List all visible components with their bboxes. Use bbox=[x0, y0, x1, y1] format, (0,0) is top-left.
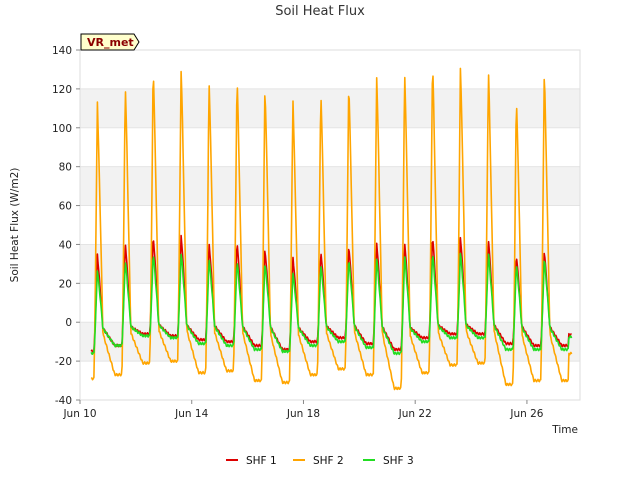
badge-shape bbox=[80, 33, 140, 51]
data-lines bbox=[90, 67, 573, 391]
grid-band bbox=[80, 244, 580, 284]
y-tick-label: 140 bbox=[52, 45, 72, 57]
plot-area bbox=[79, 49, 581, 401]
legend-label: SHF 1 bbox=[246, 455, 277, 467]
y-tick-label: 100 bbox=[52, 123, 72, 135]
y-axis-ticks: -40 -20 0 20 40 60 80 100 120 140 bbox=[52, 45, 80, 407]
series-line-shf-3 bbox=[90, 252, 573, 356]
grid-band bbox=[80, 127, 580, 167]
y-tick-label: 20 bbox=[59, 278, 72, 290]
x-tick-label: Jun 22 bbox=[398, 408, 432, 420]
y-tick-label: 60 bbox=[59, 201, 72, 213]
y-tick-label: 40 bbox=[59, 239, 72, 251]
chart-title: Soil Heat Flux bbox=[275, 4, 365, 19]
grid-band bbox=[80, 283, 580, 323]
y-tick-label: 80 bbox=[59, 162, 72, 174]
grid-band bbox=[80, 166, 580, 206]
y-axis-label: Soil Heat Flux (W/m2) bbox=[9, 168, 21, 283]
grid-band bbox=[80, 88, 580, 128]
y-tick-label: -40 bbox=[55, 395, 72, 407]
x-tick-label: Jun 10 bbox=[62, 408, 96, 420]
x-axis-label: Time bbox=[551, 424, 578, 436]
legend-label: SHF 2 bbox=[313, 455, 344, 467]
x-axis-ticks: Jun 10 Jun 14 Jun 18 Jun 22 Jun 26 bbox=[62, 400, 544, 420]
legend-label: SHF 3 bbox=[383, 455, 414, 467]
y-tick-label: 120 bbox=[52, 84, 72, 96]
annotation-badge: VR_met bbox=[80, 33, 140, 51]
x-tick-label: Jun 18 bbox=[286, 408, 320, 420]
y-tick-label: 0 bbox=[65, 317, 72, 329]
grid-band bbox=[80, 50, 580, 89]
x-tick-label: Jun 26 bbox=[509, 408, 543, 420]
y-tick-label: -20 bbox=[55, 356, 72, 368]
grid-band bbox=[80, 361, 580, 400]
series-line-shf-2 bbox=[90, 67, 573, 391]
grid-band bbox=[80, 205, 580, 245]
legend: SHF 1 SHF 2 SHF 3 bbox=[226, 455, 414, 467]
badge-text: VR_met bbox=[87, 36, 134, 49]
x-tick-label: Jun 14 bbox=[174, 408, 208, 420]
